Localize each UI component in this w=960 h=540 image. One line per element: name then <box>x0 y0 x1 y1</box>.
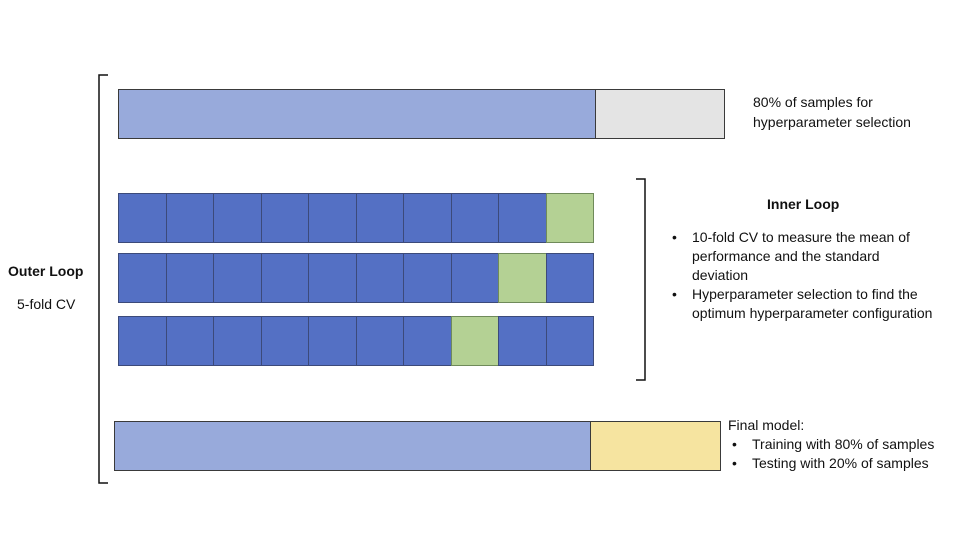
final-bar-testing-portion <box>590 421 721 471</box>
outer-bracket <box>98 74 108 484</box>
training-fold <box>355 193 404 243</box>
final-bullet-training: Training with 80% of samples <box>728 435 934 454</box>
final-model-bullets: Training with 80% of samples Testing wit… <box>728 435 934 473</box>
outer-loop-title: Outer Loop <box>8 263 84 279</box>
outer-loop-subtitle: 5-fold CV <box>17 296 76 312</box>
training-fold <box>545 253 594 303</box>
top-bar-label-line1: 80% of samples for <box>753 94 873 110</box>
training-fold <box>308 193 357 243</box>
training-fold <box>165 316 214 366</box>
inner-loop-bullets: 10-fold CV to measure the mean of perfor… <box>668 228 932 323</box>
training-fold <box>403 193 452 243</box>
validation-fold <box>498 253 547 303</box>
training-fold <box>118 253 167 303</box>
training-fold <box>165 193 214 243</box>
training-fold <box>355 253 404 303</box>
inner-loop-title: Inner Loop <box>767 196 840 212</box>
inner-bracket <box>636 178 646 381</box>
training-fold <box>450 253 499 303</box>
training-fold <box>260 193 309 243</box>
training-fold <box>213 193 262 243</box>
training-fold <box>545 316 594 366</box>
validation-fold <box>450 316 499 366</box>
training-fold <box>308 316 357 366</box>
top-bar-holdout-portion <box>595 89 725 139</box>
final-bar-training-portion <box>114 421 591 471</box>
training-fold <box>450 193 499 243</box>
training-fold <box>355 316 404 366</box>
inner-bullet-hyperparameter: Hyperparameter selection to find the opt… <box>668 285 932 323</box>
training-fold <box>498 316 547 366</box>
training-fold <box>308 253 357 303</box>
validation-fold <box>545 193 594 243</box>
top-bar-training-portion <box>118 89 596 139</box>
training-fold <box>260 253 309 303</box>
training-fold <box>498 193 547 243</box>
training-fold <box>118 193 167 243</box>
training-fold <box>260 316 309 366</box>
inner-bullet-cv: 10-fold CV to measure the mean of perfor… <box>668 228 932 285</box>
top-bar-label-line2: hyperparameter selection <box>753 114 911 130</box>
training-fold <box>118 316 167 366</box>
training-fold <box>165 253 214 303</box>
training-fold <box>403 253 452 303</box>
final-bullet-testing: Testing with 20% of samples <box>728 454 934 473</box>
training-fold <box>213 253 262 303</box>
training-fold <box>403 316 452 366</box>
final-model-title: Final model: <box>728 417 805 433</box>
training-fold <box>213 316 262 366</box>
